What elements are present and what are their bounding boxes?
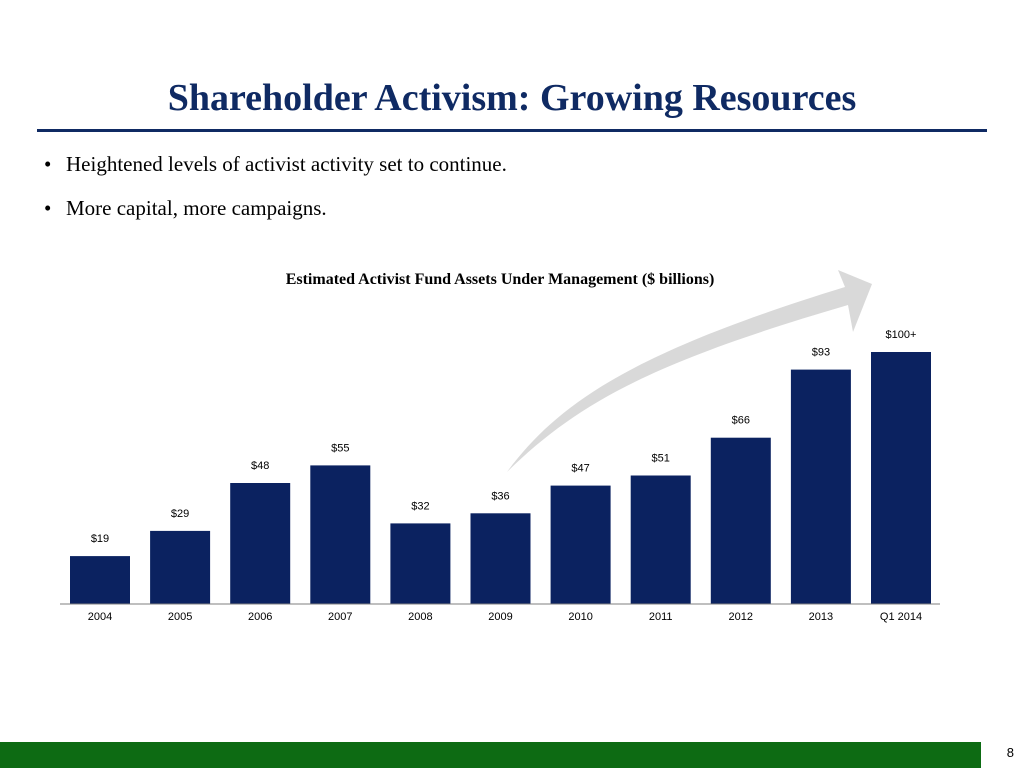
trend-arrow-icon [507,270,872,472]
footer-bar [0,742,981,768]
bar-2009 [470,513,531,604]
bar-2005 [150,530,211,604]
bar-2010 [550,485,611,604]
page-number: 8 [1006,745,1014,760]
slide-title: Shareholder Activism: Growing Resources [167,77,857,119]
x-tick-label: 2011 [649,611,673,623]
chart-title: Estimated Activist Fund Assets Under Man… [285,271,715,288]
bullet-marker: • [44,152,52,176]
data-label: $36 [491,490,509,502]
data-label: $48 [251,460,269,472]
bar-2008 [390,523,451,604]
bar-2011 [630,475,691,604]
bullet-marker: • [44,196,52,220]
bar-2007 [310,465,371,604]
x-tick-label: 2010 [568,611,592,623]
data-label: $55 [331,442,349,454]
bullet-item: • Heightened levels of activist activity… [44,148,507,192]
x-tick-label: 2007 [328,611,352,623]
bullet-item: • More capital, more campaigns. [44,192,507,236]
x-tick-label: Q1 2014 [880,611,922,623]
title-divider [37,129,987,132]
data-label: $32 [411,500,429,512]
data-label: $47 [571,463,589,475]
bar-2012 [710,437,771,604]
bar-2013 [790,369,851,604]
data-label: $66 [732,415,750,427]
data-label: $19 [91,533,109,545]
x-tick-label: 2006 [248,611,272,623]
data-label: $51 [652,453,670,465]
bar-2006 [230,483,291,604]
x-tick-label: 2008 [408,611,432,623]
bullet-text: Heightened levels of activist activity s… [66,152,507,176]
bar-2004 [70,556,130,604]
x-tick-label: 2013 [809,611,833,623]
bars-layer: $19 2004 $29 2005 $48 2006 $55 2007 $32 2008 $36 20… [70,329,931,623]
bullet-list: • Heightened levels of activist activity… [44,148,507,236]
x-tick-label: 2009 [488,611,512,623]
data-label: $100+ [886,329,917,341]
data-label: $29 [171,508,189,520]
data-label: $93 [812,347,830,359]
x-tick-label: 2005 [168,611,192,623]
x-tick-label: 2004 [88,611,112,623]
bar-q1-2014 [871,352,931,604]
x-tick-label: 2012 [729,611,753,623]
bullet-text: More capital, more campaigns. [66,196,327,220]
